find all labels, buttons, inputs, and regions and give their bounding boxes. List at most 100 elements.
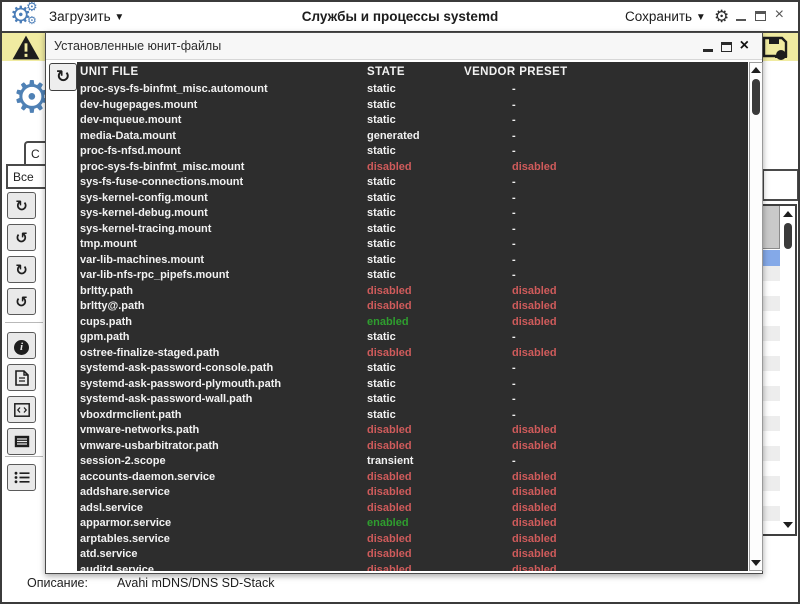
vendor-preset: - — [512, 83, 516, 95]
table-row[interactable]: proc-sys-fs-binfmt_misc.automount static - — [77, 82, 748, 98]
unit-state: disabled — [367, 501, 412, 514]
refresh-button[interactable]: ↻ — [49, 63, 77, 91]
minimize-button[interactable] — [735, 19, 746, 21]
table-row[interactable]: session-2.scope transient - — [77, 454, 748, 470]
table-row[interactable]: systemd-ask-password-console.path static - — [77, 361, 748, 377]
table-row[interactable]: brltty.path disabled disabled — [77, 284, 748, 300]
vendor-preset: - — [512, 377, 516, 390]
table-row[interactable]: brltty@.path disabled disabled — [77, 299, 748, 315]
save-menu-button[interactable]: Сохранить ▼ — [625, 9, 706, 24]
list-button[interactable] — [7, 464, 36, 491]
table-row[interactable]: tmp.mount static - — [77, 237, 748, 253]
table-row[interactable]: proc-sys-fs-binfmt_misc.mount disabled dis… — [77, 160, 748, 176]
scroll-thumb[interactable] — [752, 79, 760, 115]
table-row[interactable]: cups.path enabled disabled — [77, 315, 748, 331]
dialog-minimize-button[interactable] — [702, 48, 713, 52]
vendor-preset: disabled — [512, 284, 557, 297]
vendor-preset: - — [512, 207, 516, 219]
unit-state: disabled — [367, 470, 412, 483]
unit-state: static — [367, 98, 396, 111]
window-title: Службы и процессы systemd — [301, 9, 499, 24]
dialog-maximize-button[interactable] — [720, 41, 732, 52]
table-row[interactable]: sys-fs-fuse-connections.mount static - — [77, 175, 748, 191]
close-button[interactable]: × — [774, 6, 784, 23]
table-row[interactable]: auditd.service disabled disabled — [77, 563, 748, 572]
unit-files-table: UNIT FILE STATE VENDOR PRESET proc-sys-f… — [77, 62, 748, 571]
settings-gear-icon[interactable]: ⚙ — [714, 7, 730, 27]
table-row[interactable]: systemd-ask-password-plymouth.path static… — [77, 377, 748, 393]
table-row[interactable]: vmware-usbarbitrator.path disabled disable… — [77, 439, 748, 455]
unit-file-name: systemd-ask-password-plymouth.path — [80, 377, 282, 390]
unit-state: static — [367, 362, 396, 374]
history-undo-button[interactable]: ↺ — [7, 224, 36, 251]
unit-state: transient — [367, 455, 414, 467]
table-row[interactable]: addshare.service disabled disabled — [77, 485, 748, 501]
properties-button[interactable] — [7, 428, 36, 455]
toolbar-separator — [5, 456, 43, 457]
code-button[interactable] — [7, 396, 36, 423]
table-row[interactable]: media-Data.mount generated - — [77, 129, 748, 145]
table-row[interactable]: arptables.service disabled disabled — [77, 532, 748, 548]
unit-file-name: vmware-networks.path — [80, 424, 200, 436]
table-row[interactable]: dev-mqueue.mount static - — [77, 113, 748, 129]
table-row[interactable]: vmware-networks.path disabled disabled — [77, 423, 748, 439]
table-row[interactable]: var-lib-machines.mount static - — [77, 253, 748, 269]
unit-state: static — [367, 83, 396, 95]
dialog-titlebar: Установленные юнит-файлы × — [46, 33, 762, 60]
table-row[interactable]: atd.service disabled disabled — [77, 547, 748, 563]
dialog-close-button[interactable]: × — [739, 37, 749, 54]
table-row[interactable]: sys-kernel-config.mount static - — [77, 191, 748, 207]
table-row[interactable]: systemd-ask-password-wall.path static - — [77, 392, 748, 408]
table-row[interactable]: accounts-daemon.service disabled disabled — [77, 470, 748, 486]
main-titlebar: ⚙ ⚙ ⚙ Загрузить ▼ Службы и процессы system… — [2, 2, 798, 33]
scroll-thumb[interactable] — [784, 223, 792, 249]
maximize-button[interactable] — [754, 11, 766, 21]
table-row[interactable]: adsl.service disabled disabled — [77, 501, 748, 517]
info-icon: i — [14, 336, 29, 355]
services-scrollbar[interactable] — [781, 206, 795, 534]
unit-state: static — [367, 331, 396, 343]
undo-button[interactable]: ↺ — [7, 288, 36, 315]
table-row[interactable]: dev-hugepages.mount static - — [77, 98, 748, 114]
load-menu-button[interactable]: Загрузить ▼ — [49, 9, 124, 24]
column-unit-file[interactable]: UNIT FILE — [80, 66, 139, 78]
code-icon — [13, 402, 30, 417]
app-gears-icon: ⚙ ⚙ ⚙ — [10, 0, 38, 29]
scroll-up-icon[interactable] — [783, 211, 793, 217]
search-input[interactable] — [762, 169, 798, 201]
document-button[interactable] — [7, 364, 36, 391]
redo-button[interactable]: ↻ — [7, 256, 36, 283]
table-row[interactable]: gpm.path static - — [77, 330, 748, 346]
scroll-down-icon[interactable] — [783, 522, 793, 528]
table-row[interactable]: apparmor.service enabled disabled — [77, 516, 748, 532]
table-row[interactable]: sys-kernel-debug.mount static - — [77, 206, 748, 222]
column-state[interactable]: STATE — [367, 66, 405, 78]
description-label: Описание: — [27, 576, 88, 590]
scroll-up-icon[interactable] — [751, 67, 761, 73]
vendor-preset: disabled — [512, 315, 557, 328]
dialog-scrollbar[interactable] — [749, 62, 763, 571]
table-row[interactable]: var-lib-nfs-rpc_pipefs.mount static - — [77, 268, 748, 284]
description-value: Avahi mDNS/DNS SD-Stack — [117, 576, 275, 590]
unit-file-name: sys-fs-fuse-connections.mount — [80, 176, 244, 188]
load-menu-label: Загрузить — [49, 9, 111, 24]
table-row[interactable]: vboxdrmclient.path static - — [77, 408, 748, 424]
history-undo-icon: ↺ — [15, 228, 28, 247]
save-file-icon[interactable] — [762, 36, 788, 60]
unit-state: disabled — [367, 346, 412, 359]
table-row[interactable]: sys-kernel-tracing.mount static - — [77, 222, 748, 238]
vendor-preset: - — [512, 191, 516, 204]
refresh-button[interactable]: ↻ — [7, 192, 36, 219]
table-row[interactable]: ostree-finalize-staged.path disabled disab… — [77, 346, 748, 362]
table-row[interactable]: proc-fs-nfsd.mount static - — [77, 144, 748, 160]
column-vendor-preset[interactable]: VENDOR PRESET — [464, 66, 568, 78]
unit-file-name: apparmor.service — [80, 517, 172, 529]
warning-triangle-icon[interactable] — [11, 35, 41, 60]
toolbar-separator — [5, 322, 43, 323]
scroll-down-icon[interactable] — [751, 560, 761, 566]
vendor-preset: - — [512, 331, 516, 343]
unit-state: static — [367, 253, 396, 266]
unit-state: static — [367, 377, 396, 390]
info-button[interactable]: i — [7, 332, 36, 359]
unit-file-name: systemd-ask-password-wall.path — [80, 393, 253, 405]
